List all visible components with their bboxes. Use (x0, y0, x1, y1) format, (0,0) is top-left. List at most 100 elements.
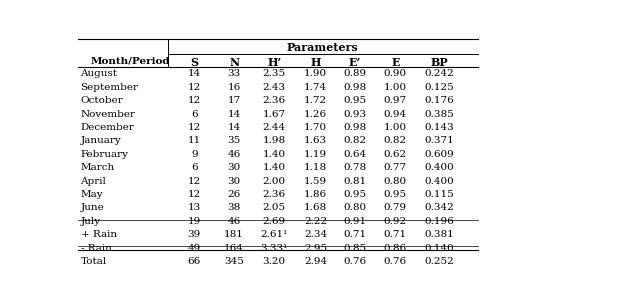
Text: 1.40: 1.40 (262, 163, 286, 172)
Text: 46: 46 (228, 150, 241, 159)
Text: 14: 14 (188, 70, 201, 78)
Text: 0.85: 0.85 (344, 243, 367, 253)
Text: Parameters: Parameters (287, 42, 359, 53)
Text: 0.176: 0.176 (424, 96, 454, 105)
Text: 1.40: 1.40 (262, 150, 286, 159)
Text: 0.196: 0.196 (424, 217, 454, 226)
Text: + Rain: + Rain (81, 230, 117, 239)
Text: E: E (391, 56, 399, 68)
Text: 2.61¹: 2.61¹ (261, 230, 288, 239)
Text: 0.80: 0.80 (384, 177, 407, 185)
Text: 1.68: 1.68 (304, 203, 327, 212)
Text: 0.95: 0.95 (344, 190, 367, 199)
Text: 0.242: 0.242 (424, 70, 454, 78)
Text: 0.64: 0.64 (344, 150, 367, 159)
Text: 33: 33 (228, 70, 241, 78)
Text: 0.95: 0.95 (344, 96, 367, 105)
Text: November: November (81, 109, 136, 119)
Text: 1.00: 1.00 (384, 123, 407, 132)
Text: 38: 38 (228, 203, 241, 212)
Text: 2.44: 2.44 (262, 123, 286, 132)
Text: H’: H’ (267, 56, 281, 68)
Text: April: April (81, 177, 106, 185)
Text: 0.381: 0.381 (424, 230, 454, 239)
Text: 3.33¹: 3.33¹ (261, 243, 288, 253)
Text: 49: 49 (188, 243, 201, 253)
Text: 0.71: 0.71 (344, 230, 367, 239)
Text: 0.400: 0.400 (424, 163, 454, 172)
Text: 2.95: 2.95 (304, 243, 327, 253)
Text: 0.609: 0.609 (424, 150, 454, 159)
Text: September: September (81, 83, 139, 92)
Text: 164: 164 (224, 243, 244, 253)
Text: 30: 30 (228, 163, 241, 172)
Text: H: H (310, 56, 321, 68)
Text: E’: E’ (349, 56, 361, 68)
Text: 0.89: 0.89 (344, 70, 367, 78)
Text: 0.82: 0.82 (344, 136, 367, 145)
Text: 2.36: 2.36 (262, 190, 286, 199)
Text: 1.18: 1.18 (304, 163, 327, 172)
Text: December: December (81, 123, 134, 132)
Text: 46: 46 (228, 217, 241, 226)
Text: 1.67: 1.67 (262, 109, 286, 119)
Text: 0.62: 0.62 (384, 150, 407, 159)
Text: 1.63: 1.63 (304, 136, 327, 145)
Text: S: S (191, 56, 198, 68)
Text: 0.71: 0.71 (384, 230, 407, 239)
Text: 0.78: 0.78 (344, 163, 367, 172)
Text: 12: 12 (188, 83, 201, 92)
Text: 0.77: 0.77 (384, 163, 407, 172)
Text: 0.140: 0.140 (424, 243, 454, 253)
Text: 345: 345 (224, 257, 244, 266)
Text: 0.342: 0.342 (424, 203, 454, 212)
Text: 2.69: 2.69 (262, 217, 286, 226)
Text: 0.91: 0.91 (344, 217, 367, 226)
Text: 30: 30 (228, 177, 241, 185)
Text: 0.82: 0.82 (384, 136, 407, 145)
Text: 0.97: 0.97 (384, 96, 407, 105)
Text: 14: 14 (228, 123, 241, 132)
Text: 12: 12 (188, 190, 201, 199)
Text: 2.34: 2.34 (304, 230, 327, 239)
Text: 16: 16 (228, 83, 241, 92)
Text: 0.79: 0.79 (384, 203, 407, 212)
Text: 6: 6 (191, 109, 198, 119)
Text: 11: 11 (188, 136, 201, 145)
Text: 0.115: 0.115 (424, 190, 454, 199)
Text: 26: 26 (228, 190, 241, 199)
Text: 0.252: 0.252 (424, 257, 454, 266)
Text: 2.36: 2.36 (262, 96, 286, 105)
Text: 1.72: 1.72 (304, 96, 327, 105)
Text: N: N (229, 56, 239, 68)
Text: 1.59: 1.59 (304, 177, 327, 185)
Text: 0.90: 0.90 (384, 70, 407, 78)
Text: 0.86: 0.86 (384, 243, 407, 253)
Text: 1.86: 1.86 (304, 190, 327, 199)
Text: 6: 6 (191, 163, 198, 172)
Text: 12: 12 (188, 123, 201, 132)
Text: BP: BP (430, 56, 447, 68)
Text: 35: 35 (228, 136, 241, 145)
Text: 12: 12 (188, 177, 201, 185)
Text: 0.98: 0.98 (344, 123, 367, 132)
Text: - Rain: - Rain (81, 243, 111, 253)
Text: 13: 13 (188, 203, 201, 212)
Text: 9: 9 (191, 150, 198, 159)
Text: 0.371: 0.371 (424, 136, 454, 145)
Text: 1.90: 1.90 (304, 70, 327, 78)
Text: 0.125: 0.125 (424, 83, 454, 92)
Text: 0.95: 0.95 (384, 190, 407, 199)
Text: August: August (81, 70, 118, 78)
Text: 1.70: 1.70 (304, 123, 327, 132)
Text: July: July (81, 217, 101, 226)
Text: Total: Total (81, 257, 107, 266)
Text: 66: 66 (188, 257, 201, 266)
Text: 3.20: 3.20 (262, 257, 286, 266)
Text: March: March (81, 163, 115, 172)
Text: 14: 14 (228, 109, 241, 119)
Text: February: February (81, 150, 129, 159)
Text: 1.26: 1.26 (304, 109, 327, 119)
Text: 0.92: 0.92 (384, 217, 407, 226)
Text: October: October (81, 96, 123, 105)
